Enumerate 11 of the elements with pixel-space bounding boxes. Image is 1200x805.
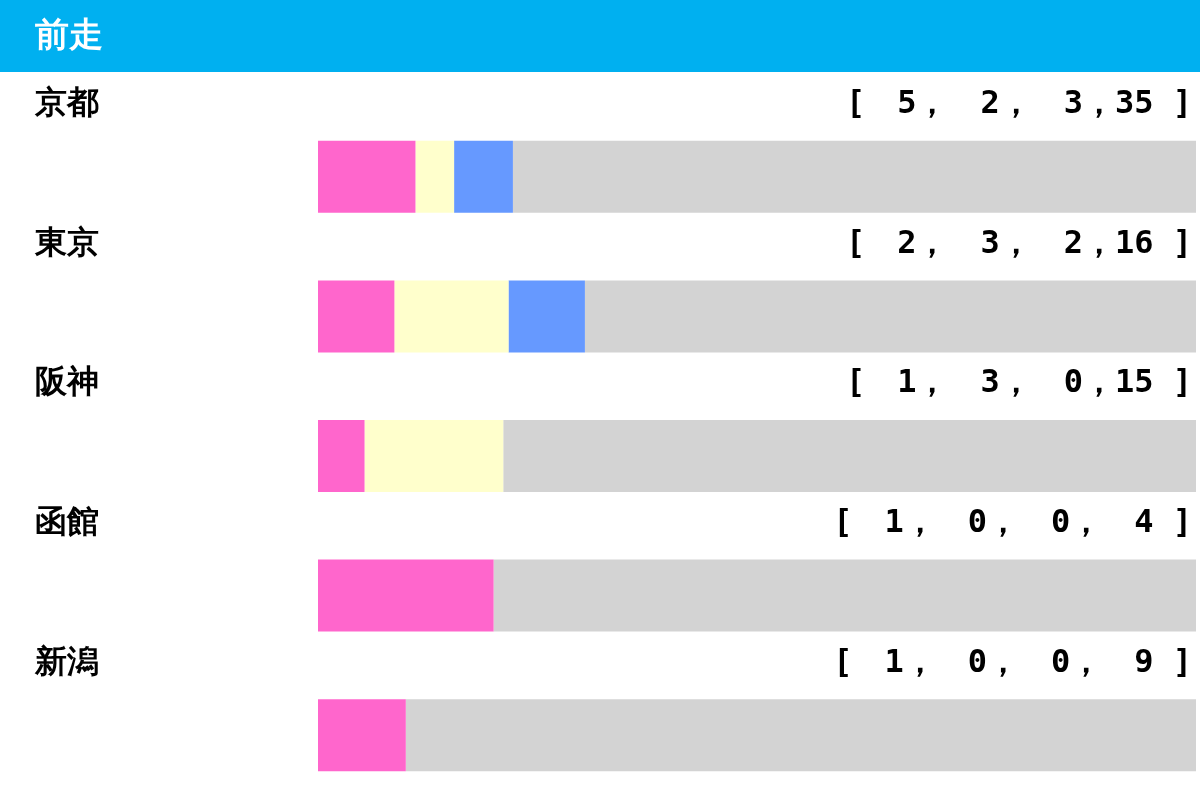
annotation: [ 1， 0， 0， 9 ] — [833, 641, 1192, 680]
annotation: [ 2， 3， 2，16 ] — [845, 222, 1192, 261]
chart-title: 前走 — [0, 0, 1200, 72]
y-tick-label: 新潟 — [34, 641, 99, 680]
y-tick-label: 阪神 — [35, 362, 99, 401]
y-tick-label: 東京 — [34, 222, 99, 261]
y-tick-label: 京都 — [34, 83, 99, 122]
annotation: [ 1， 0， 0， 4 ] — [833, 501, 1192, 540]
y-tick-label: 函館 — [35, 501, 99, 540]
annotation: [ 5， 2， 3，35 ] — [845, 83, 1192, 122]
annotation: [ 1， 3， 0，15 ] — [845, 362, 1192, 401]
